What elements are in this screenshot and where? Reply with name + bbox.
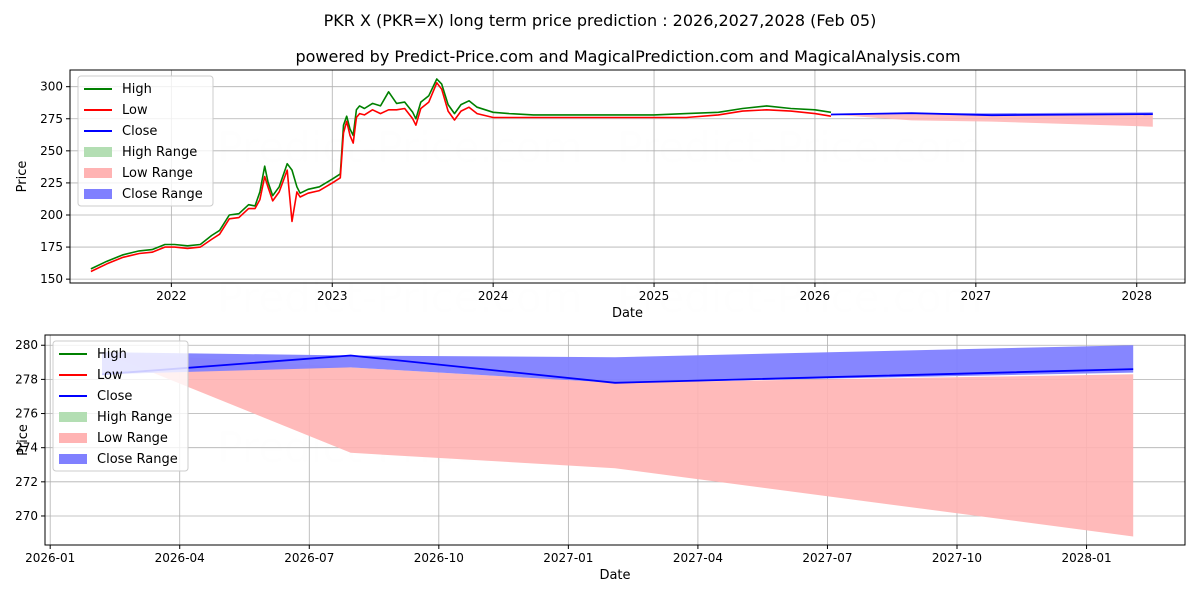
x-tick-label: 2027-04: [673, 551, 723, 565]
x-axis-label: Date: [612, 306, 643, 321]
y-tick-label: 272: [15, 475, 38, 489]
chart-title: PKR X (PKR=X) long term price prediction…: [324, 11, 877, 30]
legend-high-label: High: [97, 347, 127, 362]
legend-high-label: High: [122, 82, 152, 97]
x-tick-label: 2026-01: [25, 551, 75, 565]
legend-low-range-label: Low Range: [122, 166, 193, 181]
plot-frame: [69, 69, 1186, 284]
low-line: [90, 82, 832, 273]
x-tick-label: 2026: [800, 289, 831, 303]
x-tick-label: 2026-07: [284, 551, 334, 565]
y-tick-label: 276: [15, 407, 38, 421]
bottom-panel: Predict-Price.comPredict-Price.com2026-0…: [15, 334, 1186, 583]
legend-close-range-label: Close Range: [122, 187, 203, 202]
y-tick-label: 225: [40, 176, 63, 190]
top-panel: Predict-Price.com Predict-Price.com Predic…: [15, 69, 1186, 322]
x-tick-label: 2027-01: [543, 551, 593, 565]
legend-close-label: Close: [122, 124, 157, 139]
x-tick-label: 2027-07: [802, 551, 852, 565]
y-tick-label: 250: [40, 144, 63, 158]
x-tick-label: 2027: [961, 289, 992, 303]
y-tick-label: 278: [15, 372, 38, 386]
chart-subtitle: powered by Predict-Price.com and Magical…: [295, 47, 960, 66]
y-tick-label: 175: [40, 240, 63, 254]
x-tick-label: 2026-10: [414, 551, 464, 565]
y-tick-label: 280: [15, 338, 38, 352]
y-tick-label: 300: [40, 80, 63, 94]
x-axis-label: Date: [599, 568, 630, 583]
y-axis-label: Price: [15, 161, 30, 193]
legend-close-range-label: Close Range: [97, 452, 178, 467]
legend-high-range-label: High Range: [97, 410, 172, 425]
low-range-area: [831, 113, 1153, 127]
x-tick-label: 2022: [156, 289, 187, 303]
legend-close-range-swatch: [59, 454, 87, 464]
legend-low-label: Low: [122, 103, 148, 118]
close-line: [830, 112, 1153, 117]
plot-frame: [44, 334, 1186, 546]
legend-high-range-swatch: [84, 147, 112, 157]
y-tick-label: 200: [40, 208, 63, 222]
y-tick-label: 275: [40, 112, 63, 126]
legend-high-range-label: High Range: [122, 145, 197, 160]
y-tick-label: 270: [15, 509, 38, 523]
low-range-area: [102, 352, 1134, 537]
legend-close-range-swatch: [84, 189, 112, 199]
close-range-area: [102, 345, 1134, 383]
x-tick-label: 2028: [1121, 289, 1152, 303]
y-tick-label: 274: [15, 441, 38, 455]
legend-low-range-label: Low Range: [97, 431, 168, 446]
x-tick-label: 2023: [317, 289, 348, 303]
watermark: Predict-Price.com: [217, 123, 582, 172]
legend-close-label: Close: [97, 389, 132, 404]
y-tick-label: 150: [40, 272, 63, 286]
x-tick-label: 2025: [639, 289, 670, 303]
legend-low-range-swatch: [59, 433, 87, 443]
x-tick-label: 2027-10: [932, 551, 982, 565]
x-tick-label: 2024: [478, 289, 509, 303]
x-tick-label: 2028-01: [1061, 551, 1111, 565]
legend-low-range-swatch: [84, 168, 112, 178]
watermark: Predict-Price.com: [217, 273, 582, 322]
close-line: [101, 354, 1134, 384]
watermark: Predict-Price.com: [617, 123, 982, 172]
legend-high-range-swatch: [59, 412, 87, 422]
x-tick-label: 2026-04: [155, 551, 205, 565]
high-line: [90, 78, 832, 270]
legend-low-label: Low: [97, 368, 123, 383]
y-axis-label: Price: [16, 424, 31, 456]
